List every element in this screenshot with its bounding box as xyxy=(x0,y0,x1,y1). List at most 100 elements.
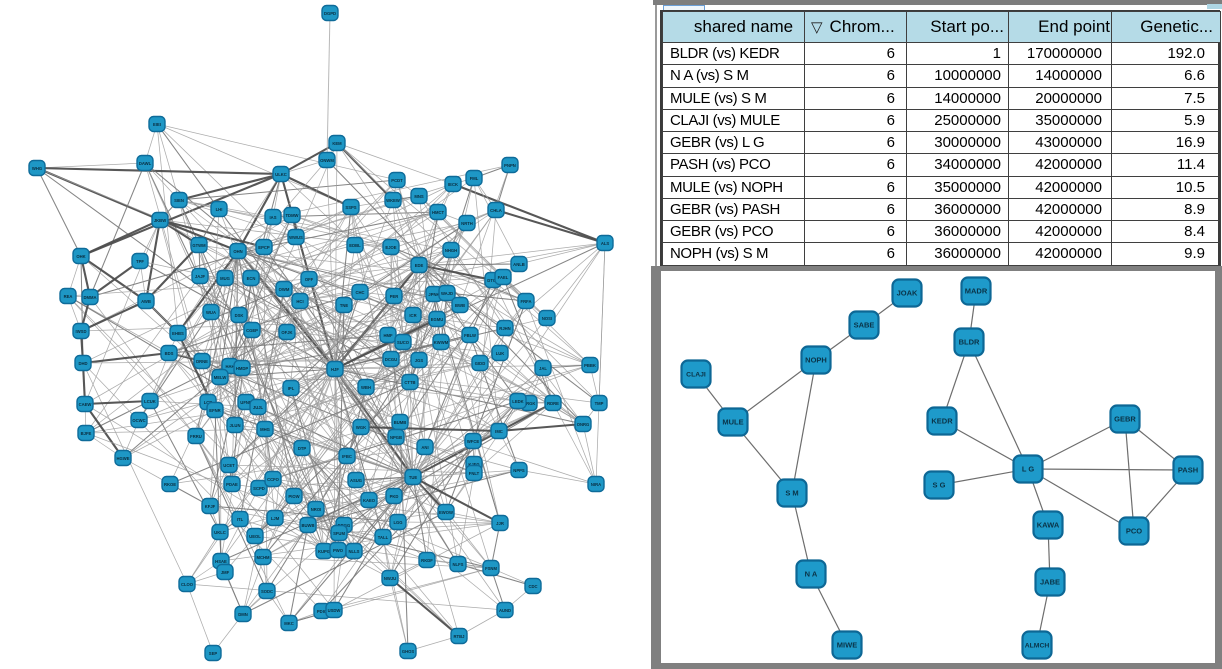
svg-text:SCPD: SCPD xyxy=(253,486,265,491)
svg-text:GTWM: GTWM xyxy=(192,243,206,248)
svg-text:NPGB: NPGB xyxy=(390,435,402,440)
svg-text:CGEP: CGEP xyxy=(246,328,258,333)
svg-text:MIWE: MIWE xyxy=(837,641,857,650)
svg-text:NROI: NROI xyxy=(311,507,321,512)
svg-text:NLLS: NLLS xyxy=(349,549,360,554)
svg-text:JKBW: JKBW xyxy=(154,218,166,223)
svg-text:GHOS: GHOS xyxy=(402,649,415,654)
svg-text:JUJL: JUJL xyxy=(253,405,264,410)
svg-text:KEM: KEM xyxy=(332,141,342,146)
svg-text:IAS: IAS xyxy=(270,215,277,220)
svg-text:EDE: EDE xyxy=(415,263,424,268)
svg-text:EGMU: EGMU xyxy=(431,317,444,322)
svg-text:HAH: HAH xyxy=(225,364,234,369)
svg-text:WBH: WBH xyxy=(361,385,371,390)
svg-text:DMMA: DMMA xyxy=(83,295,96,300)
svg-text:KJFG: KJFG xyxy=(468,462,479,467)
svg-text:FRFA: FRFA xyxy=(521,299,532,304)
svg-text:HMDP: HMDP xyxy=(236,366,249,371)
svg-text:MRGK: MRGK xyxy=(523,401,536,406)
svg-text:FBLW: FBLW xyxy=(464,333,476,338)
svg-text:JAL: JAL xyxy=(539,366,547,371)
svg-text:IMC: IMC xyxy=(495,429,503,434)
svg-text:CHLA: CHLA xyxy=(490,208,502,213)
svg-text:RTBJ: RTBJ xyxy=(454,634,466,639)
svg-text:ASUG: ASUG xyxy=(350,478,362,483)
svg-text:DTCP: DTCP xyxy=(487,278,499,283)
svg-text:MCHM: MCHM xyxy=(256,555,270,560)
svg-text:KUPG: KUPG xyxy=(318,549,330,554)
svg-text:EJOE: EJOE xyxy=(385,245,396,250)
svg-text:WFCE: WFCE xyxy=(467,439,480,444)
svg-text:PNPN: PNPN xyxy=(504,163,516,168)
svg-text:KAWA: KAWA xyxy=(1037,521,1060,530)
svg-text:SSPS: SSPS xyxy=(345,205,356,210)
svg-text:NWJU: NWJU xyxy=(384,576,396,581)
svg-text:MUG: MUG xyxy=(220,276,230,281)
svg-text:REA: REA xyxy=(64,294,73,299)
svg-text:OHK: OHK xyxy=(76,254,85,259)
svg-text:SEP: SEP xyxy=(209,651,218,656)
svg-text:CLAJI: CLAJI xyxy=(686,372,706,379)
svg-text:JGS: JGS xyxy=(415,358,424,363)
svg-text:NPPS: NPPS xyxy=(513,468,525,473)
svg-text:CTTB: CTTB xyxy=(404,380,415,385)
svg-text:IPL: IPL xyxy=(288,386,295,391)
svg-text:NIRA: NIRA xyxy=(591,482,601,487)
svg-text:JOAK: JOAK xyxy=(897,289,918,298)
svg-text:PER: PER xyxy=(390,294,399,299)
svg-text:L G: L G xyxy=(1022,465,1035,474)
svg-text:BUWB: BUWB xyxy=(301,523,314,528)
svg-text:DTP: DTP xyxy=(298,446,307,451)
svg-text:JMF: JMF xyxy=(221,570,230,575)
svg-text:N A: N A xyxy=(805,570,818,579)
svg-text:WUA: WUA xyxy=(206,310,216,315)
svg-text:KAEO: KAEO xyxy=(363,498,376,503)
svg-text:PIOW: PIOW xyxy=(288,494,299,499)
svg-text:PCDT: PCDT xyxy=(391,178,403,183)
svg-text:EDBL: EDBL xyxy=(349,243,361,248)
svg-text:PBBK: PBBK xyxy=(584,363,596,368)
svg-text:UFNE: UFNE xyxy=(240,400,252,405)
svg-text:UKLC: UKLC xyxy=(214,530,226,535)
svg-text:KFJF: KFJF xyxy=(205,504,216,509)
svg-text:BLDR: BLDR xyxy=(959,338,980,347)
svg-text:WHG: WHG xyxy=(32,166,42,171)
svg-text:PASH: PASH xyxy=(1178,466,1198,475)
svg-text:HJF: HJF xyxy=(331,367,339,372)
svg-text:LCB: LCB xyxy=(204,400,213,405)
svg-text:FRRU: FRRU xyxy=(190,434,202,439)
svg-text:GEBR: GEBR xyxy=(1114,415,1136,424)
svg-text:PWO: PWO xyxy=(333,548,344,553)
svg-text:HMF: HMF xyxy=(383,333,393,338)
svg-text:BWB: BWB xyxy=(455,303,465,308)
svg-text:EHBS: EHBS xyxy=(172,331,184,336)
svg-text:NRTH: NRTH xyxy=(461,221,473,226)
svg-text:LGG: LGG xyxy=(393,520,402,525)
svg-text:HGWE: HGWE xyxy=(116,456,129,461)
svg-text:CLOO: CLOO xyxy=(181,582,194,587)
svg-text:CAEW: CAEW xyxy=(79,402,92,407)
svg-text:NOSI: NOSI xyxy=(542,316,552,321)
svg-text:OFF: OFF xyxy=(305,277,314,282)
svg-text:RDRE: RDRE xyxy=(547,401,559,406)
svg-text:ALMCH: ALMCH xyxy=(1025,643,1050,650)
svg-text:ULKC: ULKC xyxy=(275,172,287,177)
svg-text:IWSD: IWSD xyxy=(76,329,87,334)
svg-text:ALS: ALS xyxy=(601,241,610,246)
svg-text:S G: S G xyxy=(933,481,946,490)
svg-text:MHG: MHG xyxy=(260,427,270,432)
svg-text:SABE: SABE xyxy=(854,321,875,330)
svg-text:LCUK: LCUK xyxy=(144,399,156,404)
svg-text:SIEN: SIEN xyxy=(174,198,184,203)
svg-text:NLFS: NLFS xyxy=(453,562,464,567)
svg-text:CCFO: CCFO xyxy=(267,477,280,482)
svg-text:PDAE: PDAE xyxy=(226,482,238,487)
svg-text:BUMB: BUMB xyxy=(394,420,407,425)
svg-text:LHI: LHI xyxy=(216,207,223,212)
svg-text:RKOE: RKOE xyxy=(164,482,176,487)
svg-text:BDS: BDS xyxy=(165,351,174,356)
svg-text:WWUS: WWUS xyxy=(289,235,303,240)
svg-text:TMP: TMP xyxy=(595,401,604,406)
svg-text:HMCT: HMCT xyxy=(432,210,445,215)
